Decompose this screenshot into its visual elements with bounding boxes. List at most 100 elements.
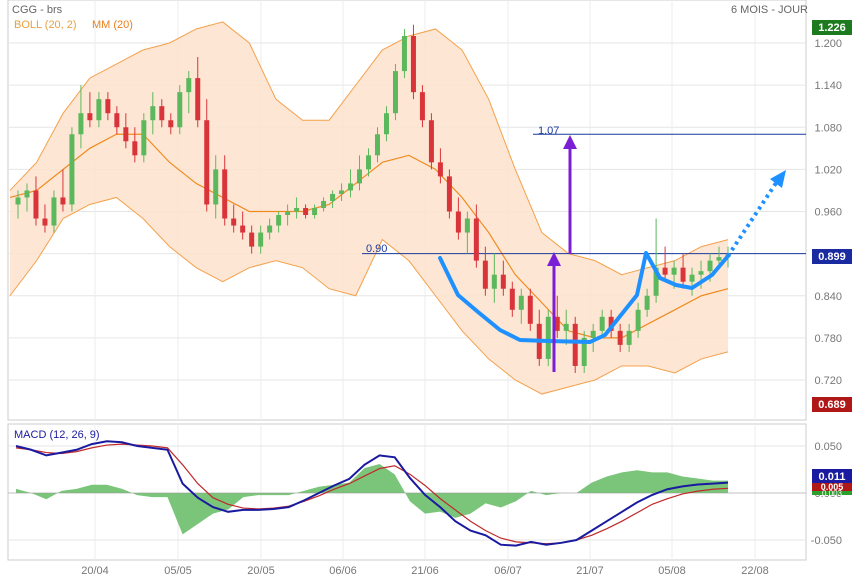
candle-body (635, 309, 641, 331)
candle-body (644, 295, 650, 310)
candle-body (42, 218, 48, 226)
price-tick-label: 1.200 (814, 38, 842, 50)
candle-body (312, 207, 318, 216)
price-panel-frame (7, 0, 807, 421)
macd-indicator (8, 440, 806, 547)
candle-body (554, 316, 560, 331)
candle-body (213, 169, 219, 205)
date-tick-label: 21/07 (576, 565, 604, 577)
macd-badge-value: 0.011 (819, 471, 846, 483)
price-tick-label: 1.140 (814, 80, 842, 92)
candle-body (518, 295, 524, 310)
candle-body (383, 113, 389, 135)
high-badge-value: 1.226 (818, 22, 846, 34)
pattern-line (438, 251, 730, 344)
date-tick-label: 20/04 (81, 565, 109, 577)
date-tick-label: 22/08 (741, 565, 769, 577)
candle-body (617, 330, 623, 345)
candle-body (123, 127, 129, 142)
candle-body (473, 218, 479, 261)
candle-body (401, 35, 407, 72)
candle-body (267, 225, 273, 233)
candle-body (374, 134, 380, 156)
candle-body (581, 337, 587, 366)
breakout-dotted-line (726, 178, 780, 258)
date-tick-label: 05/05 (164, 565, 192, 577)
candle-body (419, 92, 425, 121)
candle-body (69, 134, 75, 205)
candle-body (698, 271, 704, 275)
date-tick-label: 20/05 (247, 565, 275, 577)
candle-body (599, 316, 605, 331)
candle-body (545, 316, 551, 359)
candle-body (78, 113, 84, 135)
pattern-overlay (438, 135, 786, 372)
candle-body (303, 207, 309, 216)
macd-legend: MACD (12, 26, 9) (14, 429, 100, 441)
candle-body (177, 92, 183, 128)
candle-body (114, 113, 120, 128)
breakout-arrowhead (770, 170, 786, 188)
candle-body (366, 155, 372, 170)
candle-body (509, 288, 515, 310)
candle-body (572, 323, 578, 366)
candle-body (437, 162, 443, 177)
candle-body (446, 176, 452, 212)
period-label[interactable]: 6 MOIS - JOUR (731, 4, 808, 16)
candle-body (159, 106, 165, 121)
candle-body (491, 274, 497, 289)
price-tick-label: 0.720 (814, 375, 842, 387)
candle-body (392, 71, 398, 114)
candle-body (204, 120, 210, 205)
date-tick-label: 05/08 (658, 565, 686, 577)
candle-body (15, 197, 21, 205)
high-badge (812, 20, 852, 35)
macd-histogram (16, 464, 728, 535)
symbol-title: CGG - brs (12, 4, 63, 16)
candle-body (276, 215, 282, 226)
candle-body (527, 295, 533, 324)
macd-tick-label: -0.050 (811, 535, 842, 547)
target-level-label: 1.07 (538, 125, 559, 137)
candle-body (689, 274, 695, 282)
date-tick-label: 06/06 (329, 565, 357, 577)
signal-badge-value: 0.005 (821, 482, 844, 492)
mm-legend: MM (20) (92, 19, 133, 31)
candle-body (716, 257, 722, 261)
candle-body (96, 99, 102, 121)
candle-body (51, 197, 57, 226)
candle-body (608, 316, 614, 331)
candle-body (105, 99, 111, 114)
candle-body (563, 323, 569, 331)
bollinger-bands (9, 21, 729, 395)
low-badge-value: 0.689 (818, 399, 846, 411)
candle-body (455, 211, 461, 233)
date-tick-label: 06/07 (494, 565, 522, 577)
candle-body (222, 169, 228, 219)
candle-body (24, 190, 30, 198)
hist-badge (812, 491, 852, 495)
bollinger-upper-line (9, 21, 729, 276)
candle-body (653, 267, 659, 296)
candle-body (294, 207, 300, 212)
macd-badge (812, 469, 852, 483)
candle-body (330, 193, 336, 201)
candlesticks (15, 24, 731, 373)
candle-body (671, 267, 677, 275)
candle-body (626, 330, 632, 345)
target-arrow-head (563, 135, 577, 149)
candle-body (357, 169, 363, 184)
candle-body (141, 120, 147, 156)
candle-body (410, 35, 416, 93)
candle-body (662, 267, 668, 275)
last-price-value: 0.899 (818, 251, 846, 263)
last-price-badge (812, 249, 852, 264)
candle-body (231, 218, 237, 226)
candle-body (87, 113, 93, 121)
candle-body (186, 78, 192, 93)
candle-body (339, 190, 345, 194)
candle-body (482, 260, 488, 289)
candle-body (464, 218, 470, 233)
bollinger-lower-line (9, 196, 729, 395)
